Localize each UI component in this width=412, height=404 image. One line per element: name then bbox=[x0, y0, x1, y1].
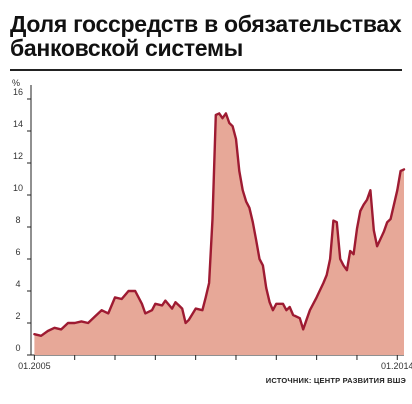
y-tick-label: 4 bbox=[15, 279, 20, 289]
chart-title-line-1: Доля госсредств в обязательствах bbox=[10, 11, 402, 37]
x-axis: 01.2005 01.2014 bbox=[18, 354, 412, 371]
chart-title-line-2: банковской системы bbox=[10, 35, 244, 61]
y-tick-label: 16 bbox=[13, 87, 23, 97]
y-tick-label: 10 bbox=[13, 183, 23, 193]
y-axis-unit-label: % bbox=[12, 78, 20, 88]
y-tick-label: 12 bbox=[13, 151, 23, 161]
y-tick-label: 2 bbox=[15, 311, 20, 321]
title-divider bbox=[10, 69, 402, 71]
source-note: ИСТОЧНИК: ЦЕНТР РАЗВИТИЯ ВШЭ bbox=[266, 376, 407, 385]
x-tick-label: 01.2005 bbox=[18, 361, 51, 371]
y-tick-label: 0 bbox=[15, 343, 20, 353]
series-area-fill bbox=[34, 113, 405, 356]
chart-title: Доля госсредств в обязательствах банковс… bbox=[10, 12, 402, 60]
y-axis: % 0 2 4 6 8 10 12 14 16 bbox=[12, 78, 32, 356]
y-tick-label: 6 bbox=[15, 247, 20, 257]
x-tick-label: 01.2014 bbox=[381, 361, 412, 371]
y-tick-label: 14 bbox=[13, 119, 23, 129]
series-line bbox=[33, 112, 406, 337]
y-tick-label: 8 bbox=[15, 215, 20, 225]
